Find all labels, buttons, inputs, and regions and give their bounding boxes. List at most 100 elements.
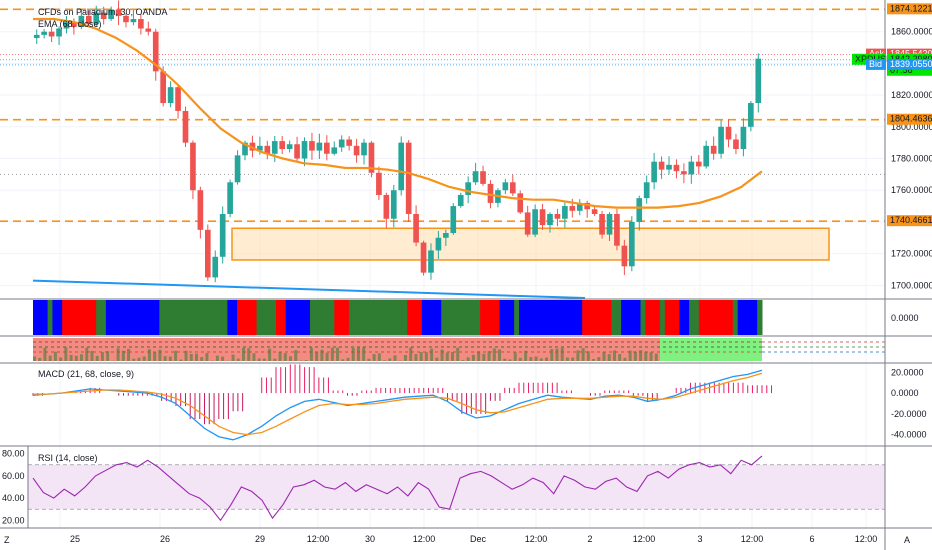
rsi-label[interactable]: RSI (14, close)	[38, 453, 98, 463]
color-bar	[149, 300, 155, 335]
squeeze-hist	[550, 349, 554, 361]
candle-body	[405, 142, 412, 214]
squeeze-hist	[330, 347, 334, 361]
color-bar	[567, 300, 573, 335]
symbol-title[interactable]: CFDs on Palladium, 30, OANDA	[38, 7, 168, 17]
candle-body	[487, 183, 494, 203]
rsi-line	[32, 455, 763, 522]
color-bar	[465, 300, 471, 335]
squeeze-hist	[215, 355, 219, 361]
time-tick: 2	[587, 534, 592, 544]
candle-body	[517, 193, 524, 213]
macd-axis: 20.0000 0.0000 -20.0000 -40.0000	[891, 367, 927, 439]
squeeze-hist	[393, 355, 397, 361]
candle-body	[614, 213, 620, 246]
squeeze-hist	[90, 350, 94, 361]
candle-body	[324, 142, 330, 154]
macd-pane[interactable]: MACD (21, 68, close, 9)	[32, 364, 773, 441]
mid-level-tag: 1804.4636	[890, 114, 932, 124]
candle-body	[435, 237, 442, 251]
auto-scale-toggle[interactable]: A	[904, 535, 910, 545]
color-bar	[81, 300, 87, 335]
color-bar	[164, 300, 170, 335]
color-bar	[674, 300, 680, 335]
macd-tick: -40.0000	[891, 430, 927, 440]
rsi-pane[interactable]: RSI (14, close)	[28, 453, 885, 522]
bid-side-tag: Bid	[869, 59, 882, 69]
color-bar	[329, 300, 335, 335]
rsi-axis: 80.00 60.00 40.00 20.00	[2, 449, 25, 526]
color-bar	[193, 300, 199, 335]
color-bars-pane[interactable]	[33, 300, 763, 335]
squeeze-hist	[518, 357, 522, 361]
color-bar	[67, 300, 73, 335]
timezone-corner[interactable]: Z	[4, 535, 10, 545]
squeeze-hist	[80, 354, 84, 361]
candle-body	[710, 145, 717, 154]
color-bars	[33, 300, 763, 335]
color-bar	[397, 300, 403, 335]
trendline[interactable]	[32, 279, 586, 299]
horizontal-levels[interactable]	[0, 8, 885, 222]
color-bar	[577, 300, 583, 335]
color-bar	[548, 300, 554, 335]
candle-body	[175, 87, 181, 111]
color-bar	[178, 300, 185, 335]
squeeze-hist	[289, 356, 293, 361]
time-axis[interactable]: 25 26 29 12:00 30 12:00 Dec 12:00 2 12:00 3 12:00 6 1…	[70, 534, 877, 544]
candle-body	[443, 233, 449, 238]
squeeze-pane[interactable]	[33, 338, 885, 361]
squeeze-hist	[414, 354, 418, 361]
color-bar	[664, 300, 671, 335]
squeeze-hist	[273, 358, 277, 361]
color-bar	[310, 300, 316, 335]
squeeze-hist	[419, 352, 423, 361]
color-bar	[344, 300, 350, 335]
candle-body	[257, 145, 263, 151]
color-bar	[582, 300, 588, 335]
squeeze-hist	[534, 356, 538, 361]
squeeze-hist	[205, 353, 209, 361]
color-bar	[314, 300, 321, 335]
candle-body	[643, 182, 650, 199]
bid-price-tag-bg	[887, 58, 932, 70]
color-bar	[693, 300, 700, 335]
color-bar	[101, 300, 107, 335]
squeeze-hist	[477, 351, 481, 361]
color-bar	[426, 300, 433, 335]
rsi-tick: 40.00	[2, 493, 25, 503]
squeeze-hist	[649, 352, 653, 361]
macd-label[interactable]: MACD (21, 68, close, 9)	[38, 369, 134, 379]
candle-body	[718, 126, 724, 154]
candle-body	[368, 142, 375, 173]
squeeze-hist	[346, 357, 350, 361]
ask-side-tag: Ask	[869, 49, 885, 59]
candle-body	[376, 172, 382, 195]
squeeze-hist	[539, 358, 543, 361]
color-bar	[587, 300, 593, 335]
color-bar	[241, 300, 248, 335]
price-pane[interactable]: CFDs on Palladium, 30, OANDA EMA (68, cl…	[0, 0, 885, 528]
color-bar	[280, 300, 287, 335]
candle-body	[212, 256, 219, 278]
squeeze-hist	[132, 358, 136, 361]
squeeze-hist	[471, 354, 475, 361]
bid-side-tag-bg	[866, 58, 886, 70]
time-tick: 12:00	[741, 534, 764, 544]
color-bar	[373, 300, 379, 335]
squeeze-hist	[278, 351, 282, 361]
ema-label[interactable]: EMA (68, close)	[38, 19, 102, 29]
candle-body	[524, 212, 531, 235]
candle-body	[242, 142, 248, 156]
low-level-tag: 1740.4661	[890, 215, 932, 225]
time-tick: 12:00	[525, 534, 548, 544]
squeeze-hist	[351, 347, 355, 361]
color-bar	[130, 300, 136, 335]
color-bar	[441, 300, 447, 335]
squeeze-hist	[59, 357, 63, 361]
rsi-tick: 60.00	[2, 471, 25, 481]
rsi-tick: 80.00	[2, 449, 25, 459]
candle-body	[502, 182, 509, 191]
